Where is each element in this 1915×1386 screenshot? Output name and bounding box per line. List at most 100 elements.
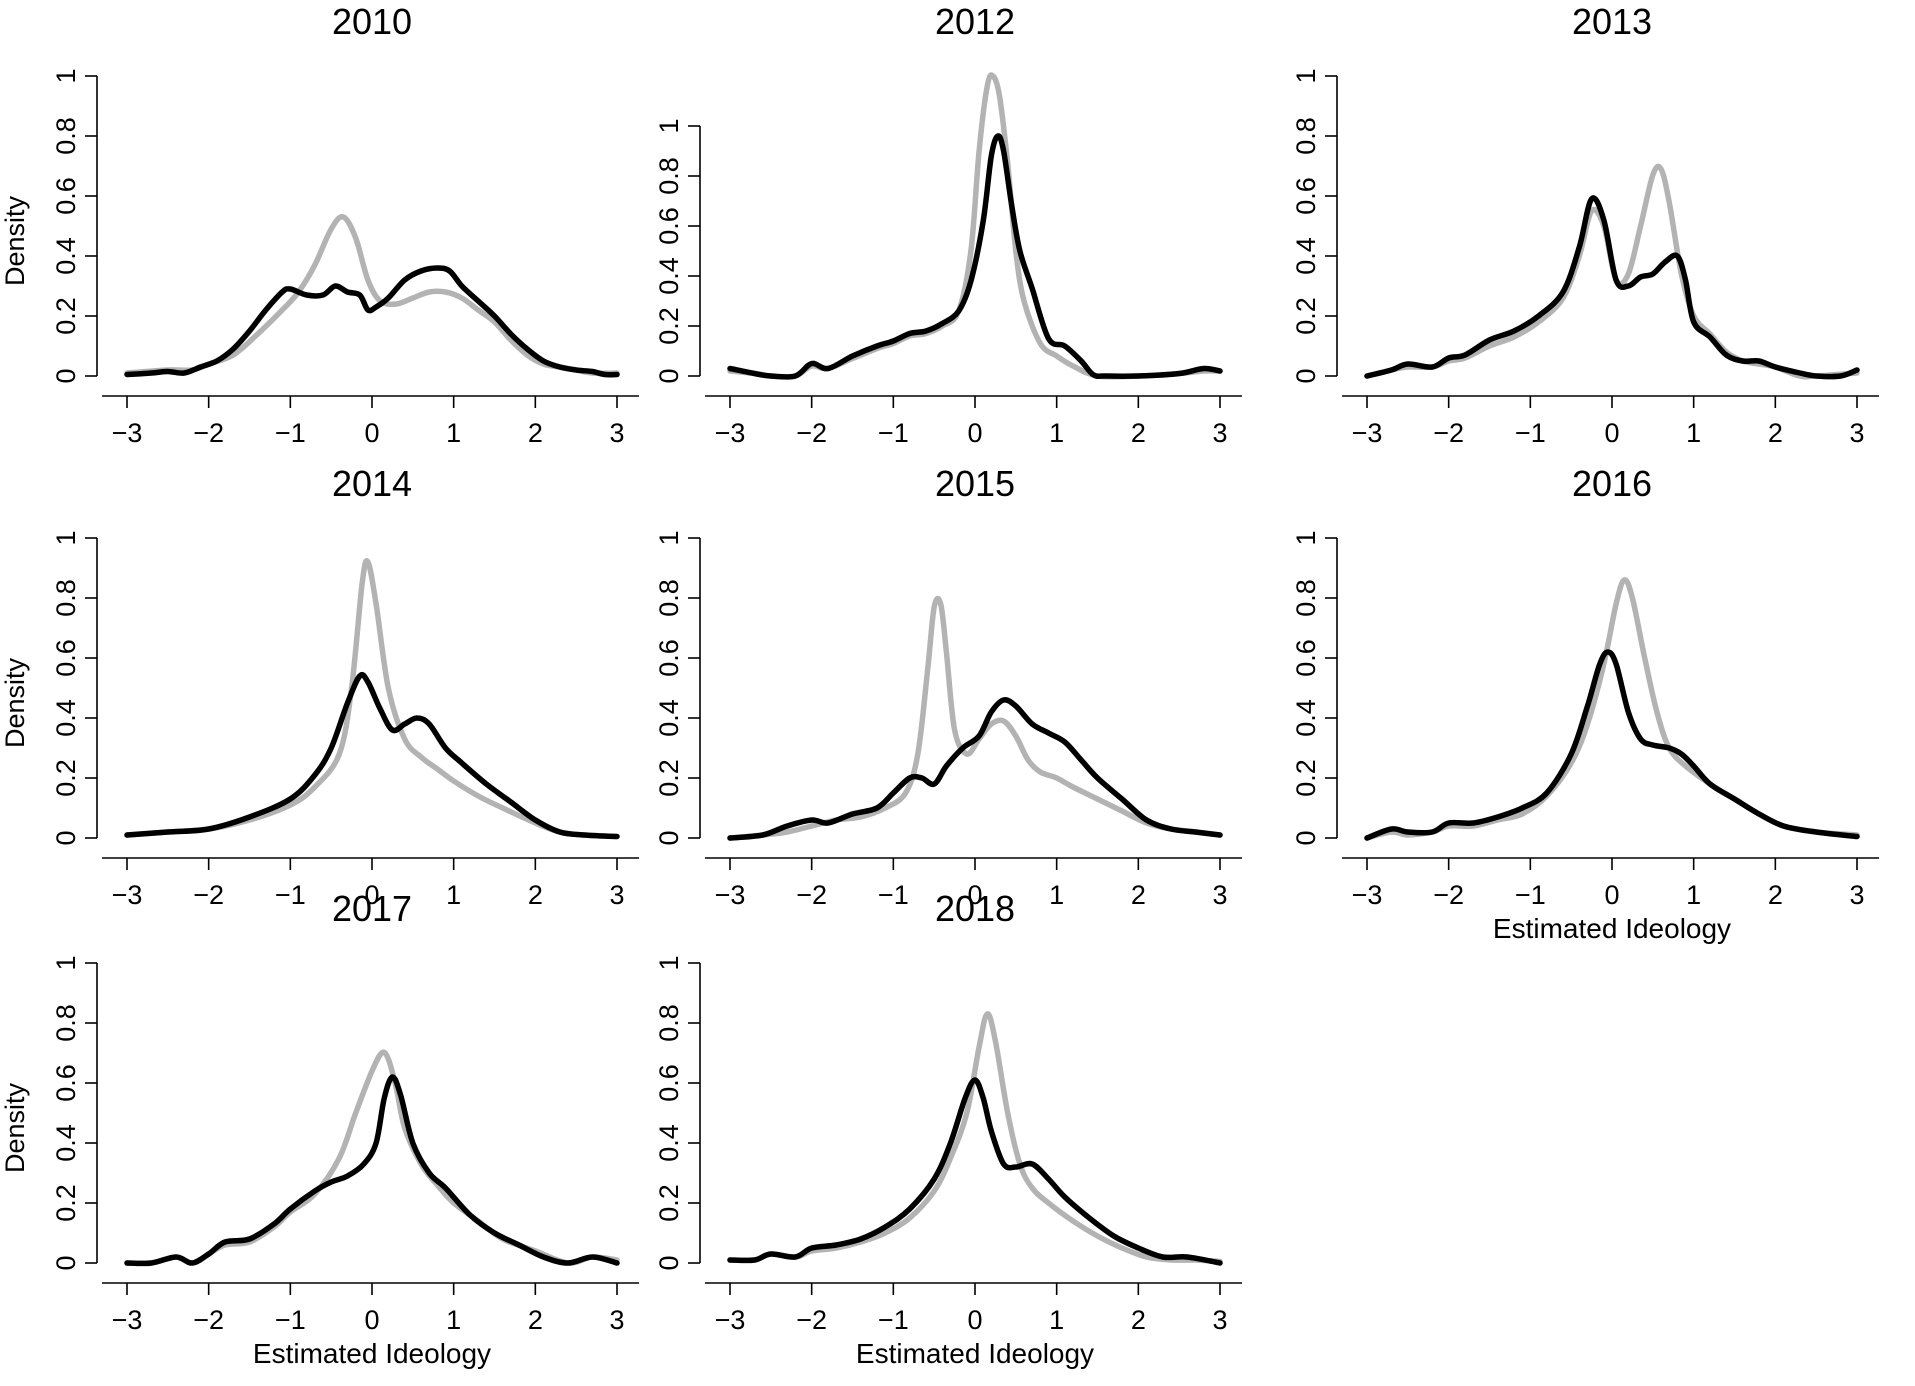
panel-2017: 2017 −3 −2 −1 0 1 2 3 0 0.2 0.4 0.6 0.8 1 Density Estim…	[0, 888, 639, 1369]
y-tick-label: 1	[1291, 68, 1321, 83]
x-tick-label: 3	[609, 880, 624, 910]
x-tick-label: 2	[1131, 418, 1146, 448]
panel-2010: 2010 −3 −2 −1 0 1 2 3 0 0.2 0.4 0.6 0.8 1 Density	[0, 1, 639, 448]
y-tick-label: 0.4	[654, 1124, 684, 1162]
y-tick-label: 0	[654, 368, 684, 383]
y-axis-label: Density	[0, 195, 30, 286]
x-tick-label: 0	[967, 880, 982, 910]
y-tick-label: 0.4	[654, 257, 684, 295]
x-tick-label: 0	[364, 880, 379, 910]
x-tick-label: 3	[1212, 880, 1227, 910]
x-tick-label: 3	[1212, 418, 1227, 448]
x-tick-label: −2	[193, 418, 224, 448]
y-tick-label: 0.6	[654, 1064, 684, 1102]
y-tick-label: 0.6	[51, 639, 81, 677]
x-tick-label: −3	[715, 880, 746, 910]
black-density-line	[1364, 195, 1860, 380]
x-tick-label: 2	[528, 1305, 543, 1335]
x-tick-label: 3	[609, 418, 624, 448]
x-axis-label: Estimated Ideology	[1493, 913, 1731, 944]
black-density-line	[124, 672, 620, 840]
x-tick-label: −3	[1352, 880, 1383, 910]
y-tick-label: 1	[51, 530, 81, 545]
x-tick-label: 3	[1849, 418, 1864, 448]
y-tick-label: 1	[654, 530, 684, 545]
x-tick-label: 2	[1768, 418, 1783, 448]
x-tick-label: −2	[796, 418, 827, 448]
x-tick-label: 2	[1131, 880, 1146, 910]
y-tick-label: 0	[51, 830, 81, 845]
y-tick-label: 0.2	[51, 1184, 81, 1222]
x-tick-label: 2	[1768, 880, 1783, 910]
y-tick-label: 1	[51, 955, 81, 970]
y-tick-label: 0	[51, 1255, 81, 1270]
panel-title: 2017	[332, 888, 412, 929]
x-tick-label: −1	[275, 880, 306, 910]
x-tick-label: −2	[796, 880, 827, 910]
x-tick-label: 2	[528, 880, 543, 910]
y-tick-label: 0.4	[51, 699, 81, 737]
x-tick-label: −1	[275, 1305, 306, 1335]
panel-2012: 2012 −3 −2 −1 0 1 2 3 0 0.2 0.4 0.6 0.8 1	[654, 1, 1242, 448]
x-tick-label: −3	[112, 418, 143, 448]
y-tick-label: 0.8	[654, 579, 684, 617]
x-tick-label: 0	[967, 418, 982, 448]
y-tick-label: 0.8	[654, 1004, 684, 1042]
x-tick-label: 1	[446, 1305, 461, 1335]
x-tick-label: −2	[796, 1305, 827, 1335]
panel-title: 2013	[1572, 1, 1652, 42]
y-tick-label: 0.8	[1291, 117, 1321, 155]
x-tick-label: −3	[112, 1305, 143, 1335]
y-tick-label: 0.6	[1291, 177, 1321, 215]
x-tick-label: 1	[446, 418, 461, 448]
panel-2014: 2014 −3 −2 −1 0 1 2 3 0 0.2 0.4 0.6 0.8 1 Density	[0, 463, 639, 910]
black-density-line	[727, 697, 1223, 841]
y-tick-label: 0.4	[51, 1124, 81, 1162]
y-tick-label: 0	[654, 830, 684, 845]
x-tick-label: −2	[1433, 418, 1464, 448]
gray-density-line	[1364, 577, 1860, 841]
gray-density-line	[727, 72, 1223, 380]
y-tick-label: 1	[51, 68, 81, 83]
x-tick-label: −1	[878, 418, 909, 448]
black-density-line	[727, 1077, 1223, 1266]
x-tick-label: −3	[715, 418, 746, 448]
panel-title: 2016	[1572, 463, 1652, 504]
y-tick-label: 0	[654, 1255, 684, 1270]
y-tick-label: 0.2	[654, 1184, 684, 1222]
y-tick-label: 0	[1291, 368, 1321, 383]
y-tick-label: 0.2	[654, 759, 684, 797]
x-tick-label: 0	[364, 418, 379, 448]
x-tick-label: −3	[1352, 418, 1383, 448]
x-tick-label: 1	[1049, 1305, 1064, 1335]
x-tick-label: 1	[1049, 418, 1064, 448]
y-tick-label: 0.8	[654, 157, 684, 195]
black-density-line	[1364, 649, 1860, 841]
y-axis-label: Density	[0, 657, 30, 748]
y-tick-label: 1	[654, 118, 684, 133]
x-tick-label: 2	[528, 418, 543, 448]
y-axis-label: Density	[0, 1082, 30, 1173]
x-tick-label: −1	[878, 880, 909, 910]
x-tick-label: 0	[1604, 418, 1619, 448]
y-tick-label: 1	[1291, 530, 1321, 545]
y-tick-label: 0.6	[654, 207, 684, 245]
x-tick-label: 0	[967, 1305, 982, 1335]
y-tick-label: 0.2	[654, 307, 684, 345]
y-tick-label: 0.8	[51, 579, 81, 617]
black-density-line	[124, 265, 620, 378]
x-tick-label: −1	[275, 418, 306, 448]
panel-title: 2015	[935, 463, 1015, 504]
y-tick-label: 0	[1291, 830, 1321, 845]
y-tick-label: 0.2	[1291, 759, 1321, 797]
gray-density-line	[727, 595, 1223, 841]
x-tick-label: 1	[1686, 418, 1701, 448]
y-tick-label: 0	[51, 368, 81, 383]
y-tick-label: 1	[654, 955, 684, 970]
y-tick-label: 0.4	[51, 237, 81, 275]
x-tick-label: 1	[446, 880, 461, 910]
y-tick-label: 0.4	[654, 699, 684, 737]
